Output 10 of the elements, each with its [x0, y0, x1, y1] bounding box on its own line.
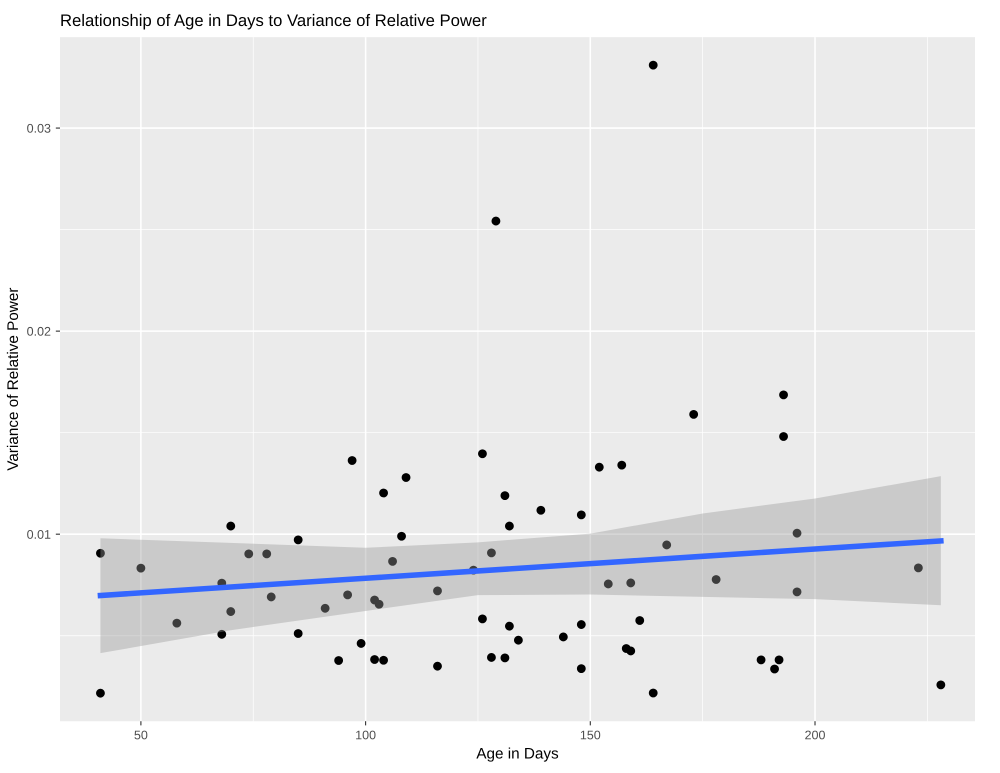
x-tick-label: 150: [580, 730, 600, 740]
y-tick-label: 0.02: [27, 326, 50, 336]
x-tick-label: 50: [134, 730, 148, 740]
x-tick-label: 200: [805, 730, 825, 740]
chart-title: Relationship of Age in Days to Variance of Relative Power: [61, 14, 487, 30]
y-axis-title: Variance of Relative Power: [6, 288, 18, 471]
y-tick-label: 0.01: [27, 530, 50, 539]
y-tick-label: 0.03: [27, 124, 50, 133]
x-axis-title: Age in Days: [476, 747, 558, 762]
x-tick-label: 100: [356, 730, 376, 740]
